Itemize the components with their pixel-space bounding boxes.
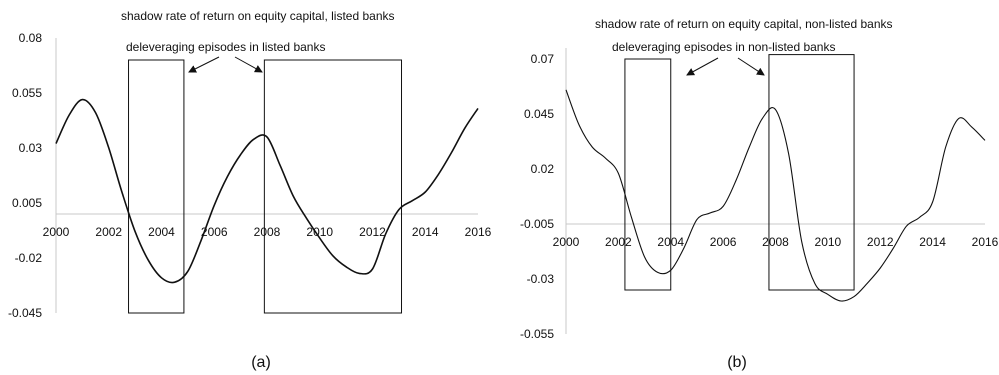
panel-a-x-tick-label: 2002	[95, 225, 122, 239]
panel-b-x-tick-label: 2014	[919, 235, 946, 249]
panel-a-y-tick-label: 0.03	[19, 141, 43, 155]
panel-b-y-tick-label: 0.045	[524, 107, 554, 121]
panel-a-label: (a)	[251, 354, 271, 371]
panel-b-y-tick-label: -0.055	[520, 327, 554, 341]
panel-a-x-tick-label: 2012	[359, 225, 386, 239]
panel-a-x-tick-label: 2008	[254, 225, 281, 239]
panel-b-x-tick-label: 2010	[815, 235, 842, 249]
panel-a-y-tick-label: 0.005	[12, 196, 42, 210]
panel-b-y-tick-label: -0.005	[520, 217, 554, 231]
panel-a-y-tick-label: -0.045	[8, 306, 42, 320]
panel-a-x-tick-label: 2010	[306, 225, 333, 239]
panel-a-chart: shadow rate of return on equity capital,…	[8, 9, 492, 371]
panel-a-shadow-rate-line	[55, 98, 479, 284]
panel-a-arrow-right	[234, 56, 263, 73]
panel-a-x-tick-label: 2014	[412, 225, 439, 239]
panel-b-x-tick-label: 2016	[972, 235, 999, 249]
panel-a-annotation-deleveraging: deleveraging episodes in listed banks	[126, 40, 325, 54]
panel-b-y-tick-label: 0.02	[531, 162, 555, 176]
panel-a-x-tick-label: 2000	[43, 225, 70, 239]
panel-b-annotation-deleveraging: deleveraging episodes in non-listed bank…	[612, 40, 835, 54]
panel-b-label: (b)	[727, 354, 747, 371]
panel-b-arrow-left	[686, 57, 719, 76]
panel-b-deleveraging-box	[768, 54, 855, 291]
panel-a-y-tick-label: 0.08	[19, 31, 43, 45]
panel-b-x-tick-label: 2002	[605, 235, 632, 249]
panel-b-x-tick-label: 2006	[710, 235, 737, 249]
panel-b-x-tick-label: 2000	[553, 235, 580, 249]
panel-a-x-tick-label: 2016	[465, 225, 492, 239]
panel-b-arrow-right	[737, 57, 765, 76]
panel-b-y-tick-label: 0.07	[531, 52, 555, 66]
panel-b-chart: shadow rate of return on equity capital,…	[520, 17, 999, 371]
panel-a-y-tick-label: 0.055	[12, 86, 42, 100]
panel-b-deleveraging-box	[624, 58, 672, 291]
panel-a-annotation-shadow-rate: shadow rate of return on equity capital,…	[121, 9, 395, 23]
panel-b-annotation-shadow-rate: shadow rate of return on equity capital,…	[595, 17, 893, 31]
panel-b-x-tick-label: 2012	[867, 235, 894, 249]
panel-b-x-tick-label: 2008	[762, 235, 789, 249]
panel-a-deleveraging-box	[128, 59, 185, 314]
panel-a-arrow-left	[188, 56, 220, 73]
panel-a-x-tick-label: 2004	[148, 225, 175, 239]
panel-b-y-tick-label: -0.03	[527, 272, 555, 286]
panel-a-x-tick-label: 2006	[201, 225, 228, 239]
panel-a-y-tick-label: -0.02	[15, 251, 43, 265]
panel-a-deleveraging-box	[263, 59, 403, 314]
panel-b-shadow-rate-line	[565, 89, 986, 302]
